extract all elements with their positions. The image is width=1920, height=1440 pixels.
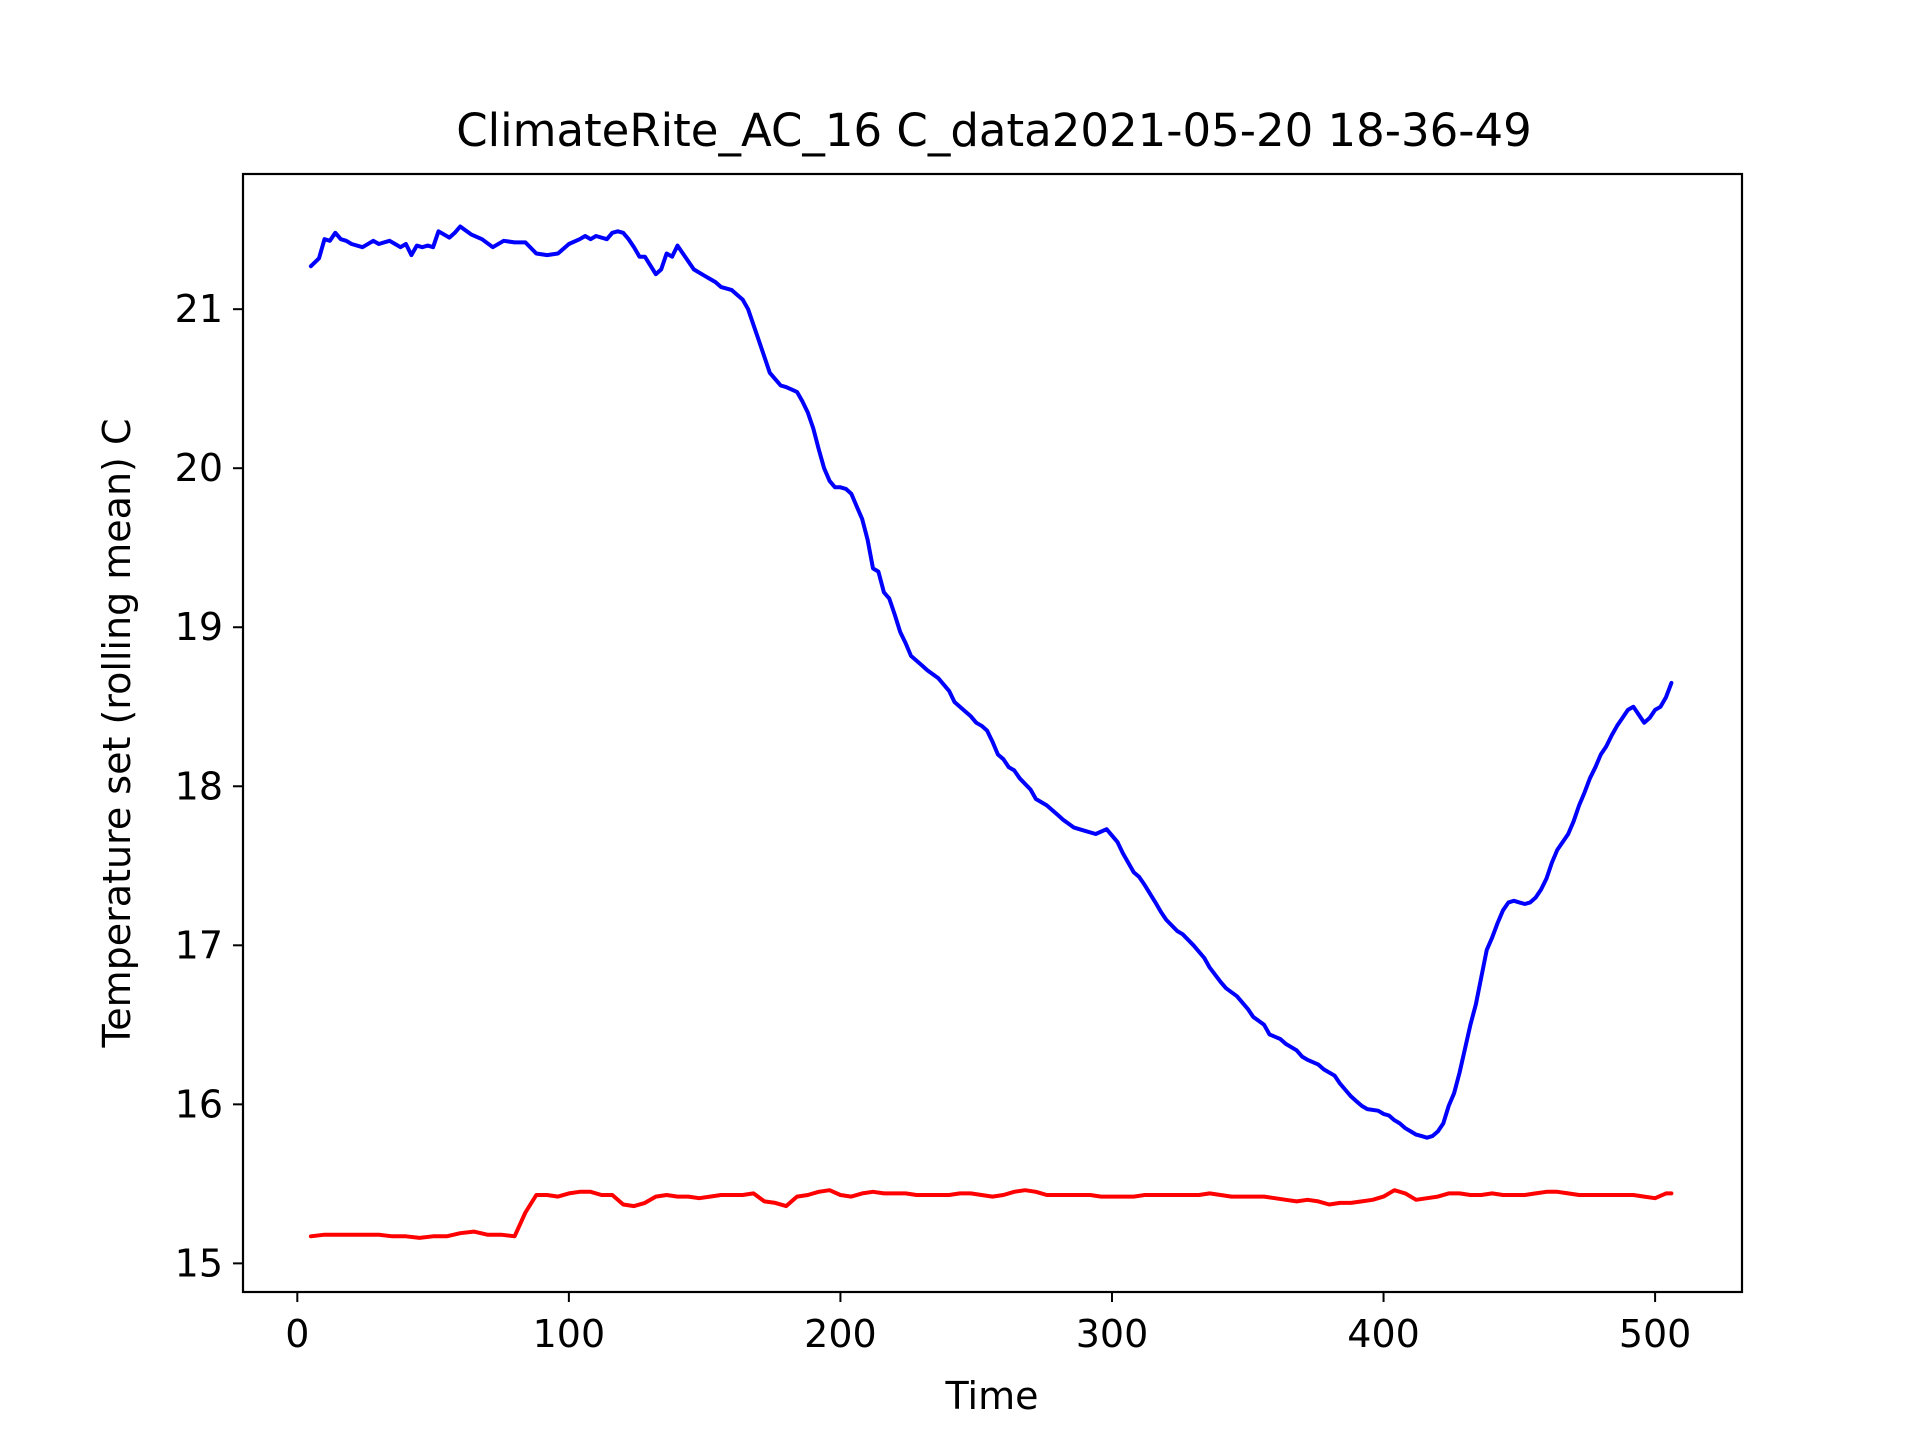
plot-lines xyxy=(308,224,1674,1240)
x-tick-label: 0 xyxy=(285,1312,309,1356)
plot-area-frame xyxy=(241,172,1744,1294)
y-tick-label: 20 xyxy=(175,446,223,490)
chart-title: ClimateRite_AC_16 C_data2021-05-20 18-36… xyxy=(456,104,1532,157)
x-axis: 0 100 200 300 400 500 xyxy=(285,1292,1691,1356)
x-tick-label: 200 xyxy=(804,1312,877,1356)
x-tick-label: 400 xyxy=(1347,1312,1420,1356)
series-line-2 xyxy=(308,1188,1674,1240)
y-tick-label: 16 xyxy=(175,1082,223,1126)
series-line-1 xyxy=(308,224,1674,1140)
x-tick-label: 300 xyxy=(1076,1312,1149,1356)
y-tick-label: 17 xyxy=(175,923,223,967)
y-tick-label: 18 xyxy=(175,764,223,808)
x-tick-label: 500 xyxy=(1619,1312,1692,1356)
y-tick-label: 21 xyxy=(175,287,223,331)
y-tick-label: 15 xyxy=(175,1241,223,1285)
x-tick-label: 100 xyxy=(533,1312,606,1356)
y-axis-label: Temperature set (rolling mean) C xyxy=(95,419,139,1049)
y-axis: 15 16 17 18 19 20 21 xyxy=(175,287,243,1285)
x-axis-label: Time xyxy=(945,1374,1039,1418)
y-tick-label: 19 xyxy=(175,605,223,649)
